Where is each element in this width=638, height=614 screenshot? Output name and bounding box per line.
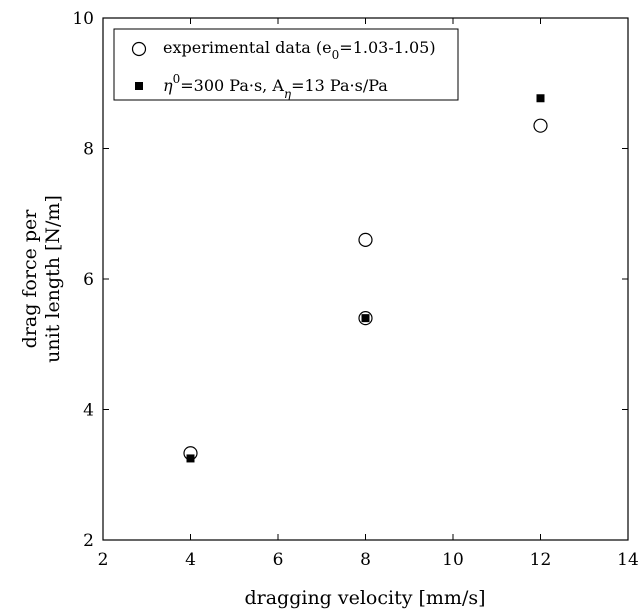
x-tick-label: 14 bbox=[617, 550, 638, 570]
legend-model-mid: =300 Pa·s, A bbox=[180, 76, 284, 95]
point-experimental bbox=[533, 118, 548, 133]
data-points bbox=[183, 94, 548, 463]
legend-model-post: =13 Pa·s/Pa bbox=[291, 76, 388, 95]
legend-model-sup: 0 bbox=[173, 72, 181, 86]
y-axis-title-line-2: unit length [N/m] bbox=[42, 195, 64, 363]
axis-ticks: 2 4 6 8 10 12 14 2 4 6 8 10 bbox=[72, 9, 638, 570]
y-tick-label: 10 bbox=[72, 9, 94, 29]
x-tick-label: 8 bbox=[360, 550, 371, 570]
legend-model-eta: η bbox=[163, 76, 173, 95]
y-tick-label: 8 bbox=[83, 140, 94, 160]
legend-marker-experimental bbox=[131, 41, 147, 57]
y-tick-label: 6 bbox=[83, 270, 94, 290]
legend-model-sub: η bbox=[284, 87, 292, 101]
x-tick-label: 10 bbox=[442, 550, 464, 570]
y-axis-title: drag force per unit length [N/m] bbox=[19, 195, 64, 363]
legend-exp-post: =1.03-1.05) bbox=[339, 38, 435, 57]
x-tick-label: 12 bbox=[530, 550, 552, 570]
x-tick-label: 4 bbox=[185, 550, 196, 570]
legend-box bbox=[113, 28, 459, 101]
x-tick-label: 6 bbox=[273, 550, 284, 570]
point-model bbox=[186, 454, 195, 463]
x-tick-label: 2 bbox=[98, 550, 109, 570]
y-tick-label: 2 bbox=[83, 531, 94, 551]
x-axis-title: dragging velocity [mm/s] bbox=[244, 587, 485, 609]
legend-exp-sub: 0 bbox=[332, 48, 340, 62]
legend-label-experimental: experimental data (e0=1.03-1.05) bbox=[163, 38, 436, 62]
legend-exp-pre: experimental data (e bbox=[163, 38, 332, 57]
point-model bbox=[361, 314, 370, 323]
y-tick-label: 4 bbox=[83, 401, 94, 421]
legend-label-model: η0=300 Pa·s, Aη=13 Pa·s/Pa bbox=[163, 72, 388, 101]
point-experimental bbox=[358, 232, 373, 247]
point-model bbox=[536, 94, 545, 103]
legend-marker-model bbox=[135, 82, 143, 90]
legend: experimental data (e0=1.03-1.05) η0=300 … bbox=[113, 28, 459, 101]
y-axis-title-line-1: drag force per bbox=[19, 209, 41, 349]
